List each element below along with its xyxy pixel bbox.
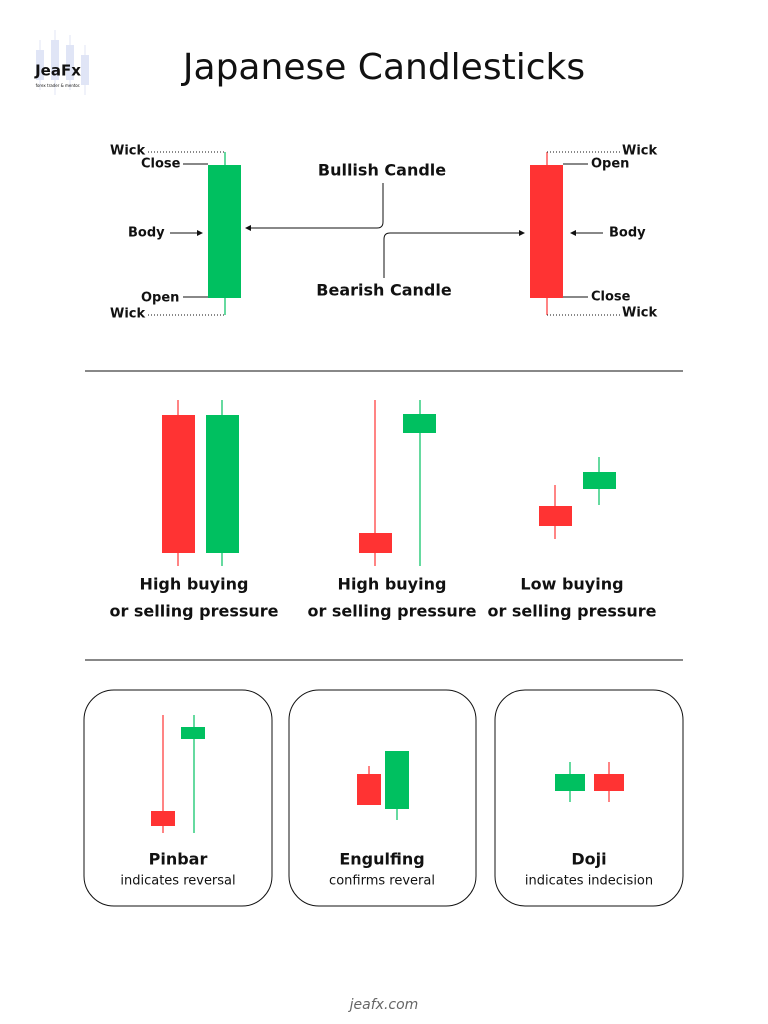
candle-body <box>583 472 616 489</box>
pattern-subtitle: confirms reveral <box>329 874 435 889</box>
pattern-subtitle: indicates indecision <box>525 874 653 889</box>
candle-body <box>151 811 175 826</box>
candle-body <box>594 774 624 791</box>
label: Open <box>591 157 629 172</box>
candle-body <box>385 751 409 809</box>
caption: Low buying <box>520 575 623 594</box>
caption: or selling pressure <box>109 602 278 621</box>
pattern-title: Doji <box>571 850 606 869</box>
candle-body <box>359 533 392 553</box>
candle-body <box>403 414 436 433</box>
caption: or selling pressure <box>307 602 476 621</box>
label: Close <box>591 290 631 305</box>
logo <box>36 30 89 95</box>
card <box>83 689 273 907</box>
bearish-label: Bearish Candle <box>316 281 452 300</box>
card <box>288 689 477 907</box>
title: Japanese Candlesticks <box>181 47 585 88</box>
candle-body <box>208 165 241 298</box>
card <box>494 689 684 907</box>
label: Wick <box>110 144 146 159</box>
candle-body <box>162 415 195 553</box>
connector <box>383 230 525 278</box>
caption: or selling pressure <box>487 602 656 621</box>
candle-body <box>357 774 381 805</box>
pattern-subtitle: indicates reversal <box>120 874 235 889</box>
label: Open <box>141 291 179 306</box>
label: Wick <box>622 144 658 159</box>
caption: High buying <box>140 575 249 594</box>
pattern-title: Engulfing <box>339 850 424 869</box>
candle-body <box>539 506 572 526</box>
bullish-label: Bullish Candle <box>318 161 446 180</box>
logo-tagline: forex trader & mentor. <box>36 83 81 88</box>
pattern-title: Pinbar <box>149 850 208 869</box>
candle-body <box>555 774 585 791</box>
label: Wick <box>622 306 658 321</box>
label: Body <box>609 226 646 241</box>
caption: High buying <box>338 575 447 594</box>
label: Close <box>141 157 181 172</box>
footer: jeafx.com <box>348 997 419 1013</box>
label: Body <box>128 226 165 241</box>
candle-body <box>181 727 205 739</box>
logo-name: JeaFx <box>34 62 81 80</box>
label: Wick <box>110 307 146 322</box>
candle-body <box>206 415 239 553</box>
candle-body <box>530 165 563 298</box>
connector <box>245 183 384 231</box>
